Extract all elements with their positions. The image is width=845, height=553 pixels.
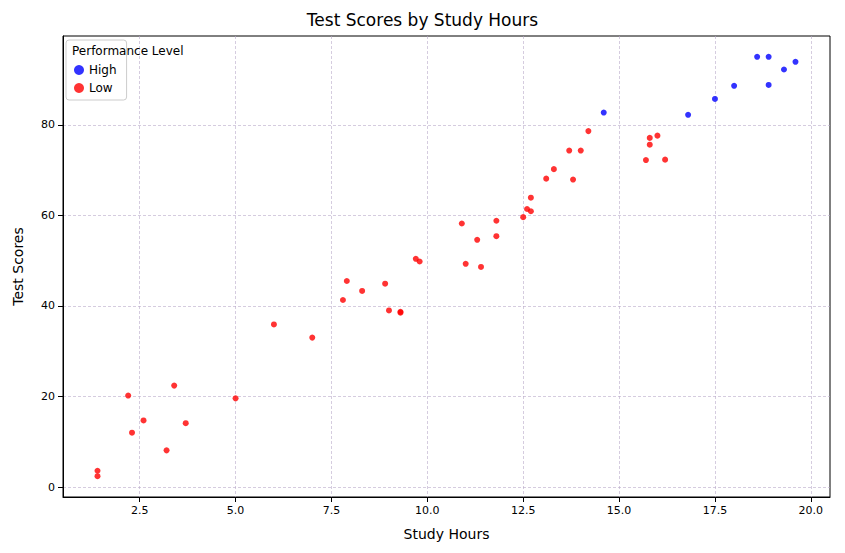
svg-text:80: 80 [41,118,55,131]
svg-text:Study Hours: Study Hours [404,526,490,542]
svg-text:Test Scores: Test Scores [10,227,26,307]
svg-text:Low: Low [89,81,113,95]
svg-text:Test Scores by Study Hours: Test Scores by Study Hours [306,10,538,30]
svg-text:20: 20 [41,390,55,403]
svg-text:High: High [89,63,117,77]
svg-text:5.0: 5.0 [227,504,245,517]
svg-text:7.5: 7.5 [323,504,341,517]
svg-text:15.0: 15.0 [607,504,632,517]
svg-text:40: 40 [41,299,55,312]
svg-text:17.5: 17.5 [703,504,728,517]
svg-text:20.0: 20.0 [799,504,824,517]
svg-text:0: 0 [48,481,55,494]
svg-text:12.5: 12.5 [511,504,536,517]
svg-text:60: 60 [41,209,55,222]
svg-text:2.5: 2.5 [131,504,149,517]
svg-text:10.0: 10.0 [415,504,440,517]
svg-text:Performance Level: Performance Level [72,44,184,58]
